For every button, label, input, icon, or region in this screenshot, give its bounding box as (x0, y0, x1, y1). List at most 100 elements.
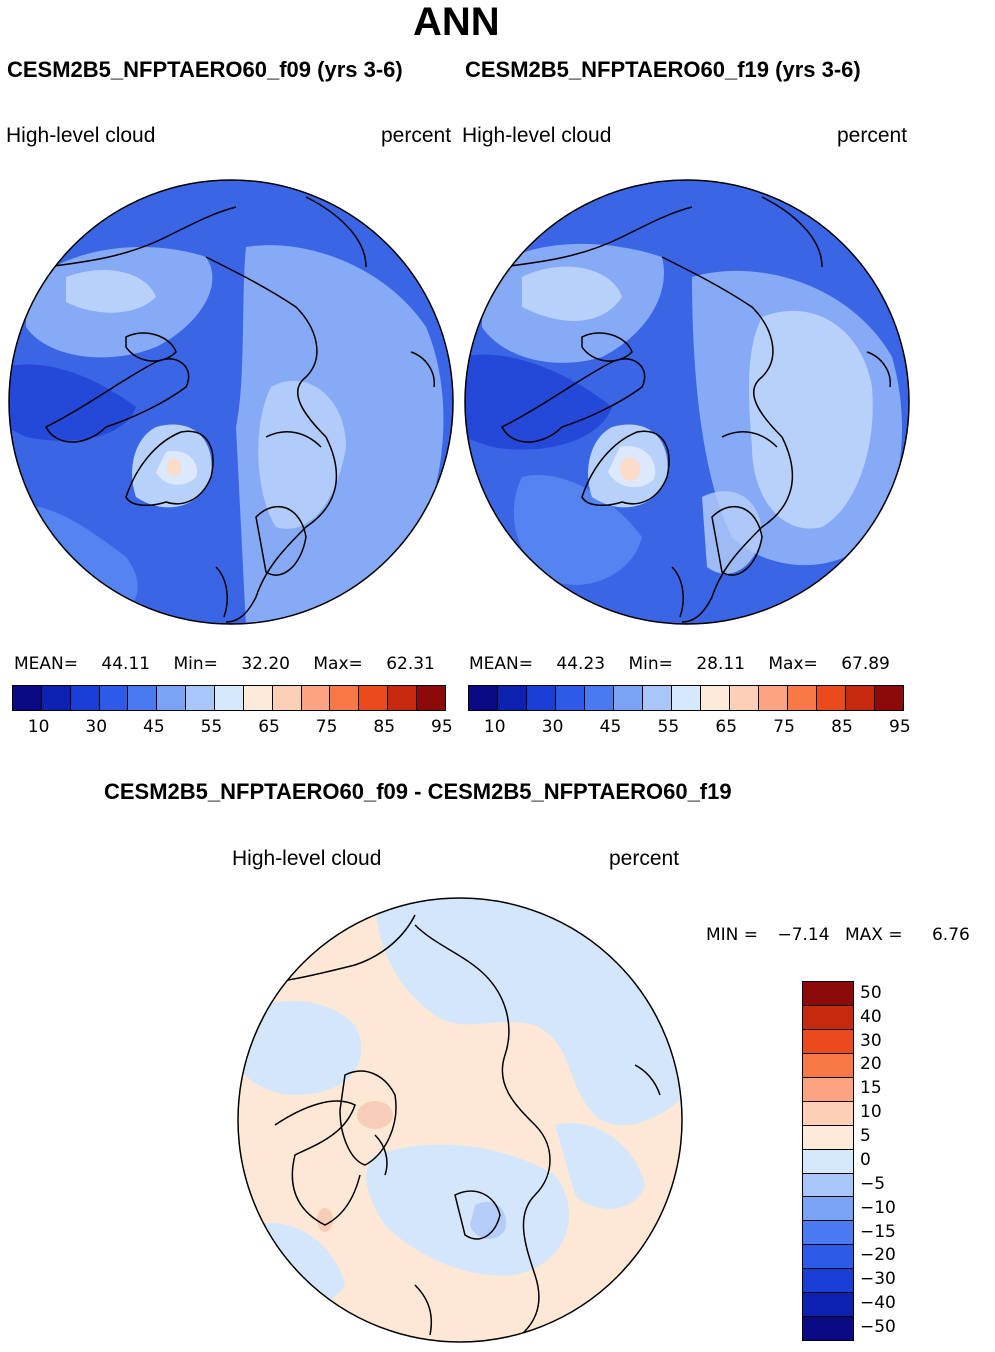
colorbar-swatch (388, 686, 418, 710)
colorbar-swatch (157, 686, 187, 710)
colorbar-right (468, 685, 904, 711)
colorbar-swatch (701, 686, 730, 710)
colorbar-swatch (730, 686, 759, 710)
map-region-dark (9, 364, 136, 441)
colorbar-tick-label: 65 (258, 717, 280, 737)
diff-min-value: −7.14 (777, 925, 830, 945)
colorbar-tick-label: 95 (431, 717, 453, 737)
colorbar-tick-label: 40 (860, 1006, 882, 1027)
colorbar-swatch (803, 1029, 853, 1054)
min-label-left: Min= (173, 654, 218, 674)
colorbar-swatch (803, 1053, 853, 1078)
colorbar-tick-label: −10 (860, 1197, 896, 1218)
max-label-left: Max= (313, 654, 363, 674)
colorbar-tick-label: 0 (860, 1149, 871, 1170)
map-region-pale-2 (522, 266, 622, 321)
colorbar-swatch (788, 686, 817, 710)
colorbar-tick-label: 10 (860, 1102, 882, 1123)
diff-max-value: 6.76 (931, 925, 970, 945)
greenland-peach (167, 458, 181, 476)
map-region-dark (465, 354, 612, 450)
colorbar-tick-label: 15 (860, 1078, 882, 1099)
colorbar-swatch (817, 686, 846, 710)
colorbar-tick-label: −20 (860, 1245, 896, 1266)
colorbar-swatch (13, 686, 42, 710)
diff-minmax: MIN = −7.14 MAX = 6.76 (706, 925, 970, 945)
colorbar-swatch (803, 1077, 853, 1102)
mean-value-right: 44.23 (556, 654, 606, 674)
diff-title: CESM2B5_NFPTAERO60_f09 - CESM2B5_NFPTAER… (104, 779, 732, 804)
diff-blue-region-4 (555, 1123, 645, 1209)
colorbar-swatch (803, 1269, 853, 1294)
colorbar-swatch (803, 1173, 853, 1198)
colorbar-swatch (614, 686, 643, 710)
colorbar-swatch (128, 686, 158, 710)
coastlines (500, 196, 891, 623)
polar-map-right (464, 179, 910, 625)
colorbar-swatch (672, 686, 701, 710)
mean-label-left: MEAN= (14, 654, 78, 674)
colorbar-swatch (469, 686, 498, 710)
variable-label-left: High-level cloud (6, 124, 156, 147)
colorbar-ticks-left: 10 30 45 55 65 75 85 95 (12, 717, 453, 737)
colorbar-diff-ticks: 50 40 30 20 15 10 5 0 −5 −10 −15 −20 −30 −40 −50 (860, 981, 920, 1339)
colorbar-tick-label: −30 (860, 1269, 896, 1290)
diff-blue-region-3 (366, 1144, 570, 1276)
colorbar-swatch (803, 1293, 853, 1318)
colorbar-tick-label: 95 (889, 717, 911, 737)
colorbar-swatch (359, 686, 389, 710)
colorbar-tick-label: 75 (773, 717, 795, 737)
colorbar-swatch (803, 982, 853, 1006)
colorbar-swatch (643, 686, 672, 710)
mean-label-right: MEAN= (469, 654, 533, 674)
colorbar-swatch (803, 1317, 853, 1341)
colorbar-swatch (803, 1245, 853, 1270)
variable-label-right: High-level cloud (462, 124, 612, 147)
colorbar-tick-label: 5 (860, 1126, 871, 1147)
colorbar-swatch (803, 1005, 853, 1030)
max-value-left: 62.31 (386, 654, 435, 674)
colorbar-tick-label: 30 (860, 1030, 882, 1051)
colorbar-swatch (215, 686, 244, 710)
colorbar-tick-label: −40 (860, 1293, 896, 1314)
diff-units-label: percent (609, 847, 680, 870)
polar-map-diff (237, 897, 683, 1343)
diff-pink-patch-2 (317, 1208, 333, 1232)
min-value-right: 28.11 (696, 654, 745, 674)
colorbar-tick-label: 20 (860, 1054, 882, 1075)
colorbar-tick-label: 10 (483, 717, 506, 737)
colorbar-swatch (585, 686, 614, 710)
colorbar-tick-label: 30 (541, 717, 564, 737)
colorbar-tick-label: 45 (143, 717, 165, 737)
colorbar-swatch (272, 686, 302, 710)
colorbar-left (12, 685, 446, 711)
colorbar-tick-label: −5 (860, 1173, 886, 1194)
diff-mid-region (470, 1201, 506, 1240)
colorbar-tick-label: −15 (860, 1221, 896, 1242)
colorbar-swatch (803, 1197, 853, 1222)
page-title: ANN (413, 0, 500, 44)
colorbar-swatch (846, 686, 875, 710)
diff-variable-label: High-level cloud (232, 847, 382, 870)
colorbar-swatch (186, 686, 216, 710)
stats-right: MEAN= 44.23 Min= 28.11 Max= 67.89 (469, 654, 909, 674)
map-region-mid-2 (513, 475, 642, 585)
map-region-pale (258, 380, 346, 529)
mean-value-left: 44.11 (101, 654, 151, 674)
case-title-left: CESM2B5_NFPTAERO60_f09 (yrs 3-6) (7, 57, 403, 82)
polar-map-left (8, 179, 454, 625)
max-label-right: Max= (768, 654, 818, 674)
colorbar-tick-label: 50 (860, 982, 882, 1003)
max-value-right: 67.89 (841, 654, 890, 674)
colorbar-swatch (417, 686, 445, 710)
diff-max-label: MAX = (844, 925, 903, 945)
colorbar-tick-label: 75 (315, 717, 338, 737)
colorbar-tick-label: 85 (831, 717, 853, 737)
case-title-right: CESM2B5_NFPTAERO60_f19 (yrs 3-6) (465, 57, 861, 82)
coastlines (44, 196, 435, 623)
colorbar-swatch (875, 686, 903, 710)
units-label-left: percent (381, 124, 452, 147)
colorbar-swatch (243, 686, 273, 710)
colorbar-tick-label: 55 (657, 717, 680, 737)
colorbar-swatch (70, 686, 100, 710)
